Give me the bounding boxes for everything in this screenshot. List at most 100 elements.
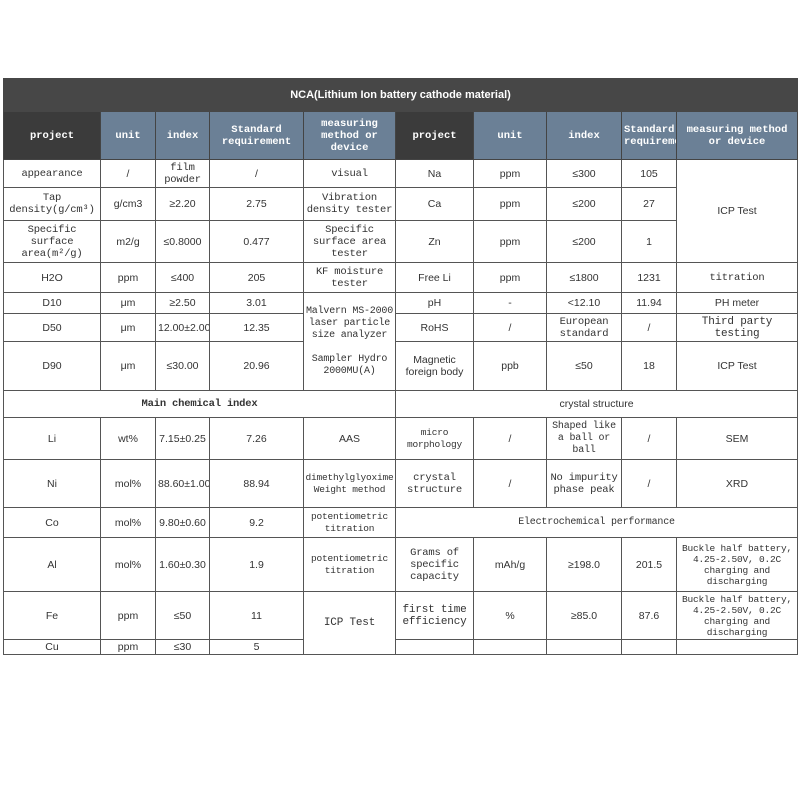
cell: 9.80±0.60 bbox=[155, 507, 210, 538]
cell: ≤200 bbox=[546, 187, 622, 221]
table-row: appearance / film powder / visual Na ppm… bbox=[3, 159, 799, 263]
cell: Cu bbox=[3, 639, 101, 655]
cell: 7.26 bbox=[209, 417, 304, 460]
cell: Fe bbox=[3, 591, 101, 640]
table-row: Tap density(g/cm³) g/cm3 ≥2.20 2.75 Vibr… bbox=[3, 187, 798, 221]
cell: Grams of specific capacity bbox=[395, 537, 474, 592]
table-row: Co mol% 9.80±0.60 9.2 potentiometric tit… bbox=[3, 507, 799, 538]
cell: SEM bbox=[675, 417, 799, 460]
cell: / bbox=[473, 417, 547, 460]
cell: European standard bbox=[546, 313, 622, 342]
cell: / bbox=[209, 159, 304, 188]
empty-cell bbox=[621, 639, 677, 655]
cell: 105 bbox=[621, 159, 677, 188]
header-cell: Standard requirement bbox=[209, 111, 304, 160]
cell: ppm bbox=[473, 159, 547, 188]
cell: Free Li bbox=[395, 262, 474, 293]
cell: / bbox=[621, 417, 677, 460]
table-title: NCA(Lithium Ion battery cathode material… bbox=[2, 78, 799, 112]
cell: Ca bbox=[395, 187, 474, 221]
nca-spec-table: NCA(Lithium Ion battery cathode material… bbox=[2, 78, 799, 655]
header-row: project unit index Standard requirement … bbox=[3, 111, 799, 160]
section-title-chem: Main chemical index bbox=[3, 390, 396, 418]
cell: Li bbox=[3, 417, 101, 460]
cell: μm bbox=[100, 341, 156, 391]
cell: ≥2.50 bbox=[155, 292, 210, 314]
header-cell: measuring method or device bbox=[303, 111, 396, 160]
table-row: Fe ppm ≤50 11 ICP Test first time effici… bbox=[3, 591, 799, 655]
cell: ppb bbox=[473, 341, 547, 391]
cell: RoHS bbox=[395, 313, 474, 342]
cell: - bbox=[473, 292, 547, 314]
cell: ≤300 bbox=[546, 159, 622, 188]
header-cell: index bbox=[546, 111, 622, 160]
section-title-electro: Electrochemical performance bbox=[394, 507, 799, 538]
cell: Co bbox=[3, 507, 101, 538]
cell: 9.2 bbox=[209, 507, 304, 538]
table-row: D10 μm ≥2.50 3.01 Malvern MS-2000 laser … bbox=[3, 292, 799, 391]
cell: ≤50 bbox=[546, 341, 622, 391]
cell: first time efficiency bbox=[395, 591, 474, 640]
cell: ppm bbox=[473, 262, 547, 293]
cell: ICP Test bbox=[675, 341, 799, 391]
cell: 7.15±0.25 bbox=[155, 417, 210, 460]
cell: potentiometric titration bbox=[303, 507, 396, 538]
cell: 88.94 bbox=[209, 459, 304, 508]
cell: μm bbox=[100, 313, 156, 342]
cell: mol% bbox=[100, 507, 156, 538]
cell: 88.60±1.00 bbox=[155, 459, 210, 508]
cell: / bbox=[621, 459, 677, 508]
cell: ICP Test bbox=[303, 591, 396, 655]
cell: Specific surface area(m²/g) bbox=[3, 220, 101, 263]
cell: 2.75 bbox=[209, 187, 304, 221]
header-cell: unit bbox=[100, 111, 156, 160]
cell: Specific surface area tester bbox=[303, 220, 396, 263]
table-row: Al mol% 1.60±0.30 1.9 potentiometric tit… bbox=[3, 537, 799, 592]
cell: ppm bbox=[473, 187, 547, 221]
cell: ≤0.8000 bbox=[155, 220, 210, 263]
cell: ppm bbox=[100, 262, 156, 293]
cell: 11.94 bbox=[621, 292, 677, 314]
cell: 27 bbox=[621, 187, 677, 221]
cell: 87.6 bbox=[621, 591, 677, 640]
cell: Third party testing bbox=[675, 313, 799, 342]
cell: / bbox=[473, 459, 547, 508]
cell: Buckle half battery, 4.25-2.50V, 0.2C ch… bbox=[675, 537, 799, 592]
cell: ≥85.0 bbox=[546, 591, 622, 640]
cell: crystal structure bbox=[395, 459, 474, 508]
table-row: Ni mol% 88.60±1.00 88.94 dimethylglyoxim… bbox=[3, 459, 799, 508]
cell: / bbox=[621, 313, 677, 342]
cell: film powder bbox=[155, 159, 210, 188]
cell: Tap density(g/cm³) bbox=[3, 187, 101, 221]
cell: ppm bbox=[473, 220, 547, 263]
cell: XRD bbox=[675, 459, 799, 508]
cell: Zn bbox=[395, 220, 474, 263]
cell: / bbox=[100, 159, 156, 188]
cell: 205 bbox=[209, 262, 304, 293]
cell: 1.60±0.30 bbox=[155, 537, 210, 592]
empty-cell bbox=[395, 639, 474, 655]
cell: wt% bbox=[100, 417, 156, 460]
empty-cell bbox=[675, 639, 799, 655]
cell: 12.35 bbox=[209, 313, 304, 342]
cell: AAS bbox=[303, 417, 396, 460]
cell: g/cm3 bbox=[100, 187, 156, 221]
cell: ≤50 bbox=[155, 591, 210, 640]
cell: 0.477 bbox=[209, 220, 304, 263]
cell: 1 bbox=[621, 220, 677, 263]
header-cell: project bbox=[3, 111, 101, 160]
cell: ≤200 bbox=[546, 220, 622, 263]
cell: Al bbox=[3, 537, 101, 592]
cell: PH meter bbox=[675, 292, 799, 314]
header-cell: unit bbox=[473, 111, 547, 160]
cell: 12.00±2.00 bbox=[155, 313, 210, 342]
cell: pH bbox=[395, 292, 474, 314]
cell: 5 bbox=[209, 639, 304, 655]
cell: Shaped like a ball or ball bbox=[546, 417, 622, 460]
cell: Buckle half battery, 4.25-2.50V, 0.2C ch… bbox=[675, 591, 799, 640]
cell: D90 bbox=[3, 341, 101, 391]
header-cell: measuring method or device bbox=[675, 111, 799, 160]
cell: ≤400 bbox=[155, 262, 210, 293]
cell: 201.5 bbox=[621, 537, 677, 592]
cell: Ni bbox=[3, 459, 101, 508]
